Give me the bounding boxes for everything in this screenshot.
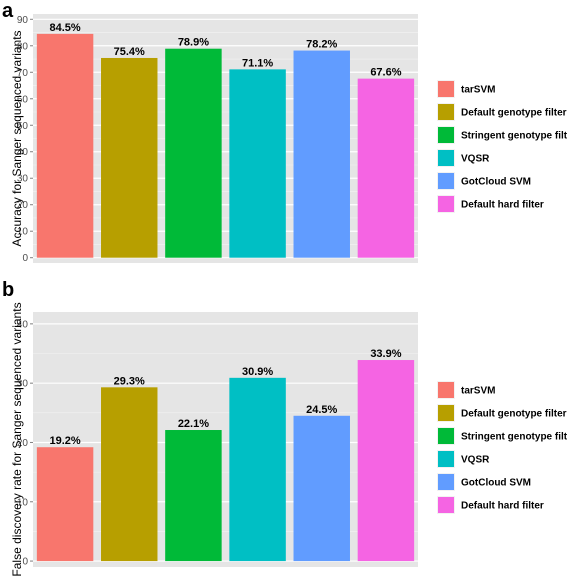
panel-letter: b bbox=[2, 279, 14, 301]
legend-entry-2: Stringent genotype filter bbox=[461, 432, 567, 443]
legend-entry-4: GotCloud SVM bbox=[461, 478, 531, 489]
plot-background bbox=[33, 312, 418, 567]
bar-3 bbox=[229, 69, 286, 258]
y-axis-label: False discovery rate for Sanger sequence… bbox=[10, 302, 24, 576]
legend-entry-0: tarSVM bbox=[461, 85, 495, 96]
legend-key-2 bbox=[438, 428, 454, 444]
y-tick-label: 20 bbox=[17, 200, 29, 211]
bar-3 bbox=[229, 377, 286, 562]
data-label-0: 19.2% bbox=[49, 435, 80, 447]
data-label-0: 84.5% bbox=[49, 22, 80, 34]
legend-entry-2: Stringent genotype filter bbox=[461, 131, 567, 142]
y-tick-label: 50 bbox=[17, 121, 29, 132]
data-label-3: 71.1% bbox=[242, 57, 273, 69]
y-tick-label: 90 bbox=[17, 15, 29, 26]
legend-entry-1: Default genotype filter bbox=[461, 108, 567, 119]
legend-entry-0: tarSVM bbox=[461, 386, 495, 397]
legend-key-3 bbox=[438, 150, 454, 166]
y-axis-label: Accuracy for Sanger sequenced variants bbox=[10, 30, 24, 246]
legend-entry-3: VQSR bbox=[461, 455, 490, 466]
data-label-4: 78.2% bbox=[306, 39, 337, 51]
legend-key-0 bbox=[438, 81, 454, 97]
data-label-3: 30.9% bbox=[242, 366, 273, 378]
legend-key-0 bbox=[438, 382, 454, 398]
y-tick-label: 70 bbox=[17, 68, 29, 79]
legend-key-1 bbox=[438, 104, 454, 120]
y-tick-label: 20 bbox=[17, 438, 29, 449]
y-tick-label: 40 bbox=[17, 147, 29, 158]
y-tick-label: 10 bbox=[17, 227, 29, 238]
bar-1 bbox=[101, 57, 158, 258]
bar-1 bbox=[101, 387, 158, 562]
data-label-2: 22.1% bbox=[178, 418, 209, 430]
legend-entry-1: Default genotype filter bbox=[461, 409, 567, 420]
y-tick-label: 80 bbox=[17, 41, 29, 52]
y-tick-label: 0 bbox=[22, 253, 28, 264]
y-tick-label: 0 bbox=[22, 557, 28, 568]
data-label-1: 75.4% bbox=[114, 46, 145, 58]
legend-entry-3: VQSR bbox=[461, 154, 490, 165]
legend-key-2 bbox=[438, 127, 454, 143]
panel-a: a 0 10 20 30 40 50 60 70 80 90 Accuracy for Sanger … bbox=[2, 0, 567, 264]
legend-key-4 bbox=[438, 474, 454, 490]
legend-key-5 bbox=[438, 196, 454, 212]
bar-0 bbox=[36, 33, 94, 258]
y-tick-label: 30 bbox=[17, 174, 29, 185]
legend-entry-5: Default hard filter bbox=[461, 501, 544, 512]
legend-key-3 bbox=[438, 451, 454, 467]
legend-entry-4: GotCloud SVM bbox=[461, 177, 531, 188]
bar-4 bbox=[293, 415, 350, 562]
panel-letter: a bbox=[2, 0, 14, 22]
legend-key-4 bbox=[438, 173, 454, 189]
y-tick-label: 40 bbox=[17, 319, 29, 330]
legend-key-1 bbox=[438, 405, 454, 421]
bar-5 bbox=[357, 78, 415, 258]
bar-0 bbox=[36, 447, 94, 562]
data-label-2: 78.9% bbox=[178, 37, 209, 49]
y-tick-label: 10 bbox=[17, 497, 29, 508]
data-label-4: 24.5% bbox=[306, 404, 337, 416]
legend-key-5 bbox=[438, 497, 454, 513]
data-label-1: 29.3% bbox=[114, 375, 145, 387]
y-tick-label: 60 bbox=[17, 94, 29, 105]
bar-2 bbox=[165, 430, 222, 562]
data-label-5: 67.6% bbox=[370, 67, 401, 79]
legend-entry-5: Default hard filter bbox=[461, 200, 544, 211]
bar-4 bbox=[293, 50, 350, 258]
data-label-5: 33.9% bbox=[370, 348, 401, 360]
bar-5 bbox=[357, 360, 415, 562]
bar-2 bbox=[165, 48, 222, 258]
y-tick-label: 30 bbox=[17, 379, 29, 390]
